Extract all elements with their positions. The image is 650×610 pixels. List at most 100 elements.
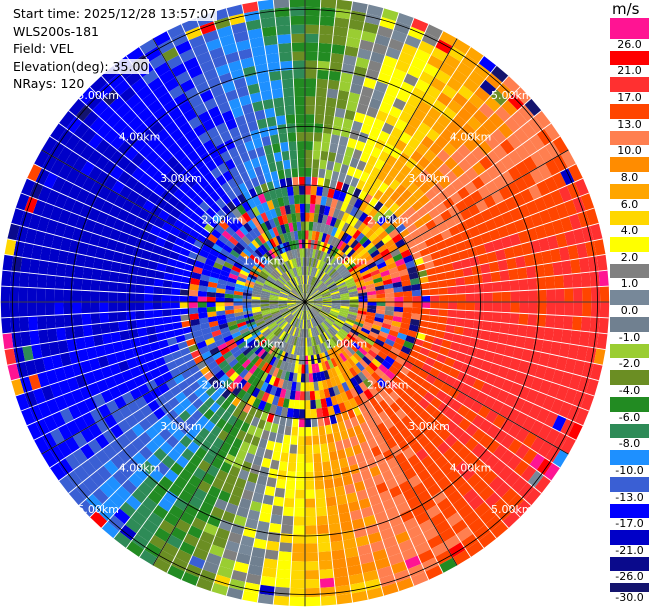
gate-cell <box>449 341 461 352</box>
gate-cell <box>537 302 547 315</box>
gate-cell <box>567 244 579 260</box>
gate-cell <box>211 266 222 275</box>
gate-cell <box>249 555 265 568</box>
gate-cell <box>1 270 12 287</box>
gate-cell <box>321 274 329 283</box>
gate-cell <box>271 505 284 516</box>
gate-cell <box>305 301 314 302</box>
gate-cell <box>338 313 348 318</box>
gate-cell <box>293 288 300 296</box>
gate-cell <box>256 369 265 380</box>
gate-cell <box>276 349 284 360</box>
ring-label: 5.00km <box>491 503 533 516</box>
ring-label: 1.00km <box>326 337 368 350</box>
gate-cell <box>305 24 320 34</box>
gate-cell <box>353 65 368 78</box>
gate-cell <box>505 368 518 383</box>
gate-cell <box>316 69 330 80</box>
gate-cell <box>339 163 350 175</box>
gate-cell <box>228 126 241 139</box>
gate-cell <box>486 423 501 439</box>
gate-cell <box>392 493 407 507</box>
gate-cell <box>496 504 514 522</box>
gate-cell <box>261 362 270 372</box>
gate-cell <box>87 133 104 150</box>
gate-cell <box>454 129 470 144</box>
gate-cell <box>315 280 322 289</box>
gate-cell <box>362 449 375 461</box>
gate-cell <box>418 409 432 423</box>
gate-cell <box>173 267 184 276</box>
gate-cell <box>522 373 535 389</box>
gate-cell <box>416 489 432 504</box>
gate-cell <box>412 415 426 429</box>
gate-cell <box>296 346 301 356</box>
gate-cell <box>486 341 498 353</box>
gate-cell <box>283 285 292 292</box>
gate-cell <box>101 521 120 539</box>
gate-cell <box>385 84 400 98</box>
gate-cell <box>294 391 301 401</box>
gate-cell <box>340 232 349 242</box>
gate-cell <box>492 444 508 460</box>
gate-cell <box>305 221 310 231</box>
gate-cell <box>271 450 282 462</box>
gate-cell <box>212 535 228 549</box>
azimuth-spoke <box>152 301 306 566</box>
gate-cell <box>202 332 214 341</box>
gate-cell <box>320 310 329 317</box>
gate-cell <box>323 275 331 283</box>
gate-cell <box>301 284 304 294</box>
gate-cell <box>469 457 485 473</box>
gate-cell <box>492 144 508 160</box>
gate-cell <box>112 469 128 486</box>
gate-cell <box>376 72 392 85</box>
gate-cell <box>189 211 201 224</box>
gate-cell <box>178 121 193 136</box>
gate-cell <box>377 244 388 254</box>
gate-cell <box>468 93 485 110</box>
gate-cell <box>89 75 108 94</box>
gate-cell <box>399 509 415 523</box>
gate-cell <box>236 276 247 283</box>
gate-cell <box>133 216 146 230</box>
gate-cell <box>323 321 331 329</box>
gate-cell <box>188 295 198 302</box>
gate-cell <box>537 423 553 441</box>
ray-separator <box>352 23 430 196</box>
gate-cell <box>260 297 270 301</box>
gate-cell <box>268 323 278 331</box>
gate-cell <box>366 4 384 17</box>
gate-cell <box>263 35 278 46</box>
gate-cell <box>303 284 305 294</box>
gate-cell <box>285 416 293 427</box>
gate-cell <box>281 150 290 161</box>
gate-cell <box>571 316 582 331</box>
gate-cell <box>10 271 21 287</box>
gate-cell <box>51 354 63 370</box>
gate-cell <box>385 114 399 127</box>
gate-cell <box>374 338 385 347</box>
gate-cell <box>375 289 386 295</box>
gate-cell <box>219 269 230 278</box>
ray-separator <box>421 269 608 291</box>
gate-cell <box>54 221 67 238</box>
gate-cell <box>430 512 447 527</box>
gate-cell <box>369 540 386 553</box>
gate-cell <box>7 363 20 381</box>
gate-cell <box>293 267 299 277</box>
gate-cell <box>276 265 284 275</box>
gate-cell <box>200 274 210 282</box>
gate-cell <box>353 111 366 124</box>
gate-cell <box>89 116 106 134</box>
gate-cell <box>260 429 271 441</box>
gate-cell <box>319 204 326 215</box>
gate-cell <box>31 344 43 360</box>
gate-cell <box>412 108 427 122</box>
gate-cell <box>457 158 472 173</box>
gate-cell <box>266 393 275 405</box>
gate-cell <box>348 397 358 409</box>
gate-cell <box>360 123 373 135</box>
gate-cell <box>306 266 309 276</box>
gate-cell <box>477 140 493 156</box>
